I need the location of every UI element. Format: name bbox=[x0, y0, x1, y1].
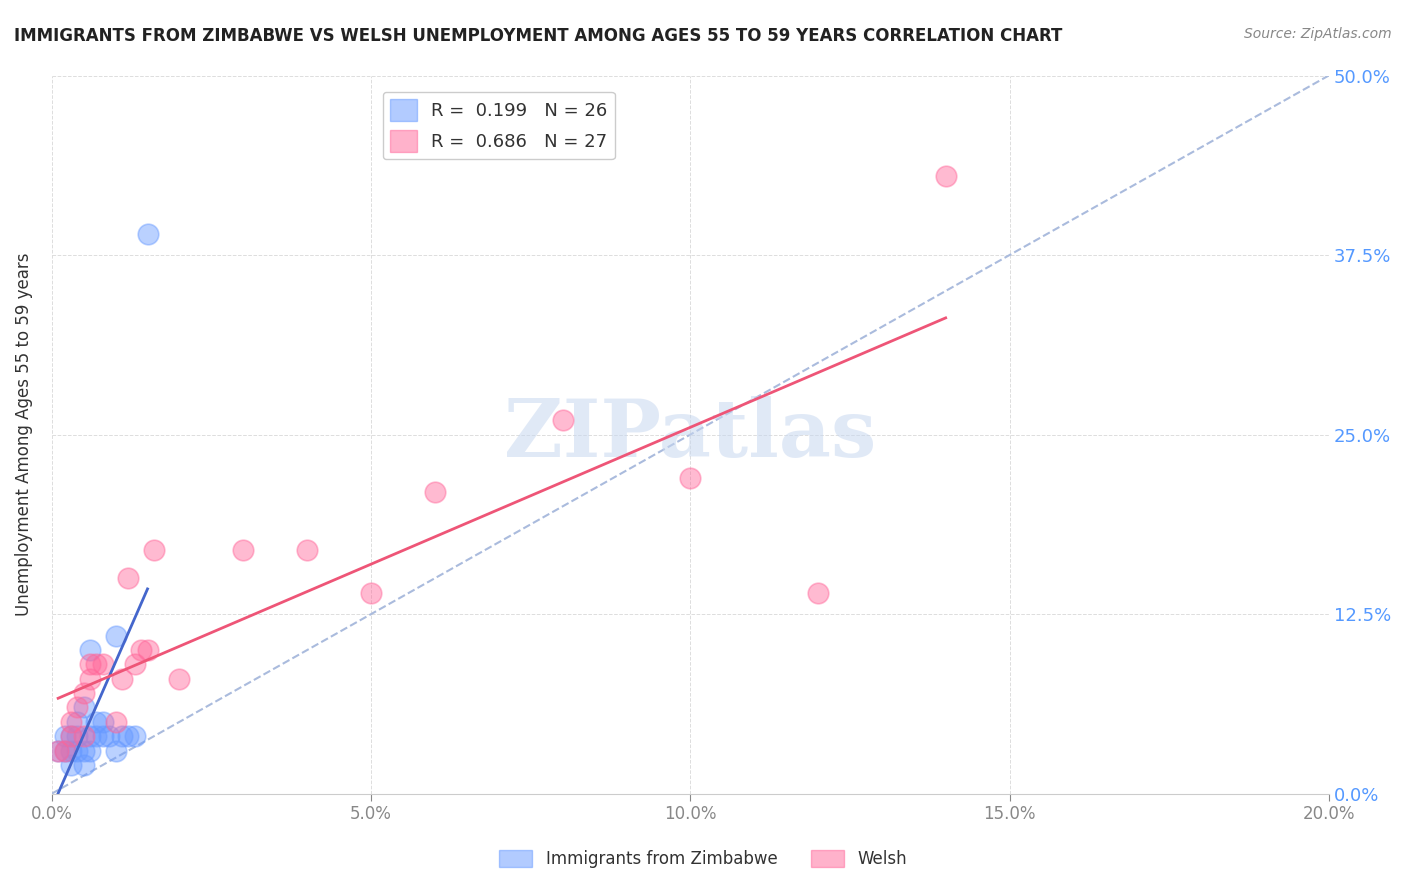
Point bbox=[66, 700, 89, 714]
Point bbox=[679, 471, 702, 485]
Point bbox=[360, 585, 382, 599]
Point bbox=[79, 672, 101, 686]
Point bbox=[59, 714, 82, 729]
Legend: R =  0.199   N = 26, R =  0.686   N = 27: R = 0.199 N = 26, R = 0.686 N = 27 bbox=[382, 92, 614, 160]
Point bbox=[86, 729, 108, 743]
Point bbox=[124, 657, 146, 672]
Point bbox=[423, 485, 446, 500]
Point bbox=[73, 686, 96, 700]
Point bbox=[66, 714, 89, 729]
Point bbox=[59, 743, 82, 757]
Point bbox=[86, 714, 108, 729]
Point bbox=[66, 743, 89, 757]
Point bbox=[117, 571, 139, 585]
Point bbox=[117, 729, 139, 743]
Point bbox=[124, 729, 146, 743]
Point bbox=[73, 743, 96, 757]
Point bbox=[59, 758, 82, 772]
Point bbox=[46, 743, 69, 757]
Point bbox=[142, 542, 165, 557]
Point bbox=[551, 413, 574, 427]
Point bbox=[136, 227, 159, 241]
Text: ZIPatlas: ZIPatlas bbox=[505, 395, 876, 474]
Point bbox=[53, 729, 76, 743]
Point bbox=[46, 743, 69, 757]
Point bbox=[111, 672, 134, 686]
Point bbox=[104, 629, 127, 643]
Point bbox=[79, 657, 101, 672]
Point bbox=[53, 743, 76, 757]
Point bbox=[59, 729, 82, 743]
Point bbox=[232, 542, 254, 557]
Legend: Immigrants from Zimbabwe, Welsh: Immigrants from Zimbabwe, Welsh bbox=[492, 843, 914, 875]
Point bbox=[79, 729, 101, 743]
Point bbox=[111, 729, 134, 743]
Text: Source: ZipAtlas.com: Source: ZipAtlas.com bbox=[1244, 27, 1392, 41]
Point bbox=[104, 743, 127, 757]
Point bbox=[91, 657, 114, 672]
Point bbox=[59, 729, 82, 743]
Point bbox=[73, 758, 96, 772]
Point bbox=[129, 643, 152, 657]
Point bbox=[79, 743, 101, 757]
Point bbox=[53, 743, 76, 757]
Point bbox=[295, 542, 318, 557]
Point bbox=[73, 700, 96, 714]
Point bbox=[91, 714, 114, 729]
Point bbox=[807, 585, 830, 599]
Point bbox=[136, 643, 159, 657]
Point bbox=[169, 672, 191, 686]
Point bbox=[91, 729, 114, 743]
Text: IMMIGRANTS FROM ZIMBABWE VS WELSH UNEMPLOYMENT AMONG AGES 55 TO 59 YEARS CORRELA: IMMIGRANTS FROM ZIMBABWE VS WELSH UNEMPL… bbox=[14, 27, 1063, 45]
Point bbox=[104, 714, 127, 729]
Point bbox=[79, 643, 101, 657]
Point bbox=[66, 729, 89, 743]
Point bbox=[935, 169, 957, 183]
Point bbox=[73, 729, 96, 743]
Y-axis label: Unemployment Among Ages 55 to 59 years: Unemployment Among Ages 55 to 59 years bbox=[15, 252, 32, 616]
Point bbox=[86, 657, 108, 672]
Point bbox=[98, 729, 121, 743]
